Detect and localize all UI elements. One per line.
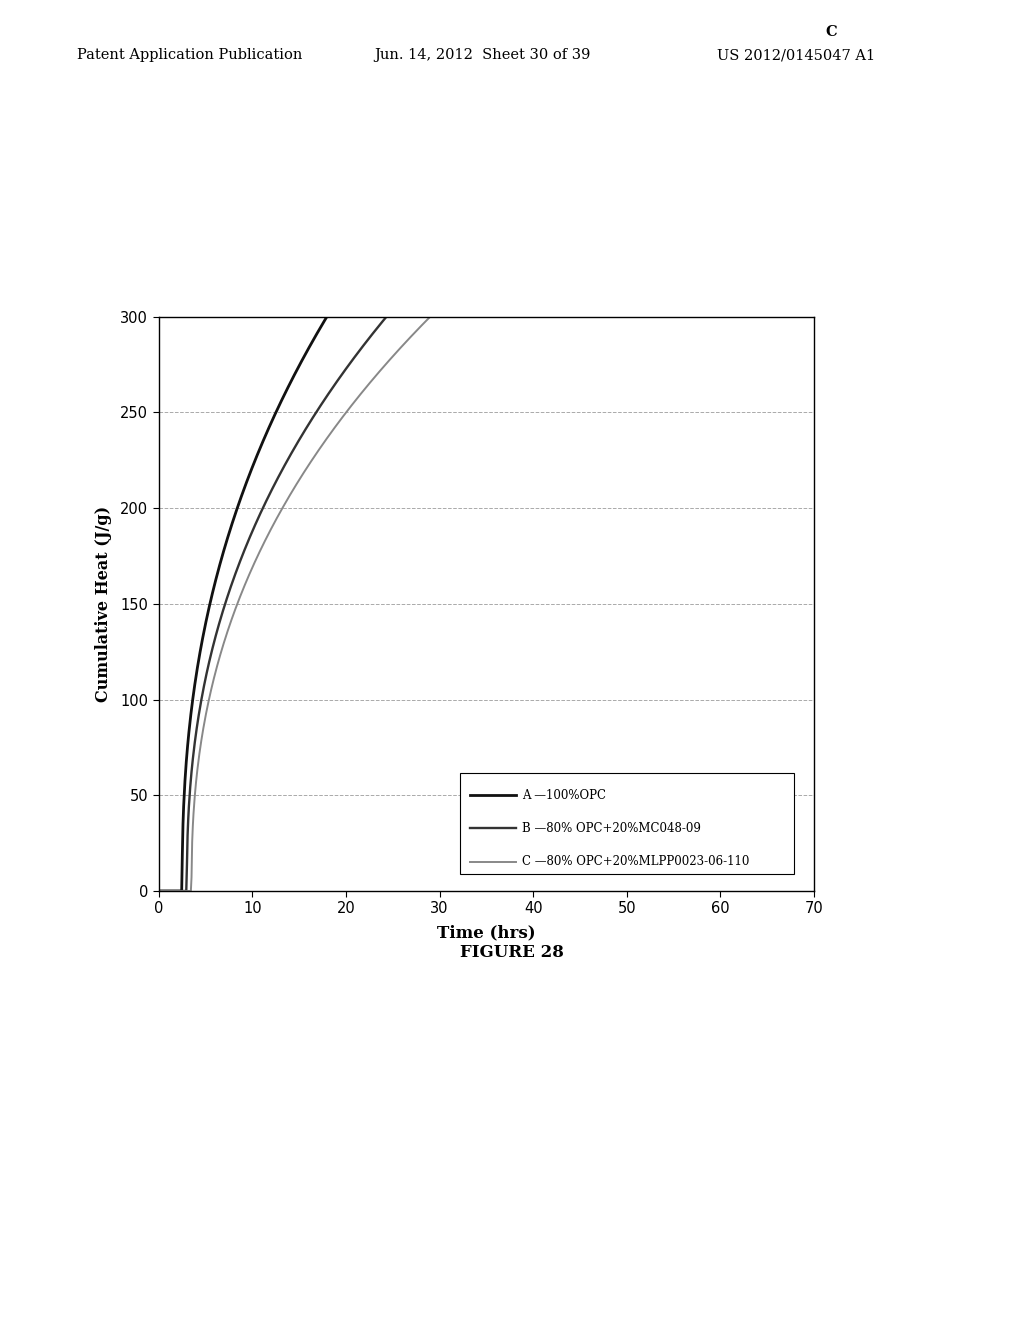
Text: US 2012/0145047 A1: US 2012/0145047 A1 bbox=[717, 49, 874, 62]
Text: C —80% OPC+20%MLPP0023-06-110: C —80% OPC+20%MLPP0023-06-110 bbox=[522, 855, 750, 869]
X-axis label: Time (hrs): Time (hrs) bbox=[437, 925, 536, 941]
Text: Patent Application Publication: Patent Application Publication bbox=[77, 49, 302, 62]
Y-axis label: Cumulative Heat (J/g): Cumulative Heat (J/g) bbox=[95, 506, 112, 702]
Text: FIGURE 28: FIGURE 28 bbox=[460, 944, 564, 961]
Text: Jun. 14, 2012  Sheet 30 of 39: Jun. 14, 2012 Sheet 30 of 39 bbox=[374, 49, 590, 62]
Text: C: C bbox=[825, 25, 837, 40]
Bar bbox=[460, 774, 795, 874]
Text: A —100%OPC: A —100%OPC bbox=[522, 788, 606, 801]
Text: B —80% OPC+20%MC048-09: B —80% OPC+20%MC048-09 bbox=[522, 822, 701, 836]
